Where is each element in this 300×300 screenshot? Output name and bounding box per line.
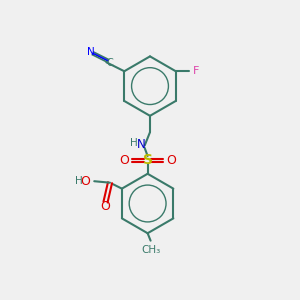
Text: CH₃: CH₃	[141, 245, 160, 255]
Text: N: N	[137, 138, 146, 152]
Text: H: H	[75, 176, 83, 186]
Text: O: O	[166, 154, 176, 167]
Text: N: N	[87, 46, 94, 57]
Text: F: F	[193, 66, 199, 76]
Text: O: O	[119, 154, 129, 167]
Text: C: C	[106, 58, 113, 68]
Text: O: O	[81, 175, 91, 188]
Text: H: H	[130, 138, 138, 148]
Text: O: O	[100, 200, 110, 213]
Text: S: S	[142, 153, 153, 167]
